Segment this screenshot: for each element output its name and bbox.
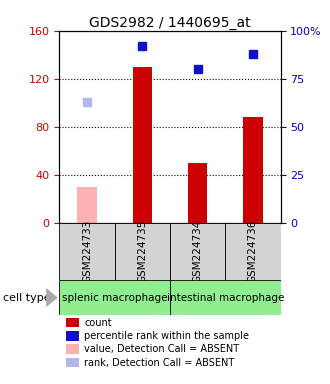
Text: count: count [84,318,112,328]
Bar [59,280,170,315]
Bar [170,280,280,315]
Text: value, Detection Call = ABSENT: value, Detection Call = ABSENT [84,344,239,354]
Text: splenic macrophage: splenic macrophage [62,293,167,303]
Text: intestinal macrophage: intestinal macrophage [167,293,284,303]
Bar [77,187,97,223]
Text: rank, Detection Call = ABSENT: rank, Detection Call = ABSENT [84,358,234,368]
Text: cell type: cell type [3,293,51,303]
Bar [188,163,207,223]
Text: GSM224734: GSM224734 [193,220,203,283]
Bar [133,67,152,223]
Bar [225,223,280,280]
Bar [59,223,115,280]
Text: GSM224733: GSM224733 [82,220,92,283]
Bar [170,223,225,280]
Bar [115,223,170,280]
Title: GDS2982 / 1440695_at: GDS2982 / 1440695_at [89,16,251,30]
Text: GSM224736: GSM224736 [248,220,258,283]
Text: percentile rank within the sample: percentile rank within the sample [84,331,249,341]
Bar [243,117,263,223]
Text: GSM224735: GSM224735 [137,220,147,283]
